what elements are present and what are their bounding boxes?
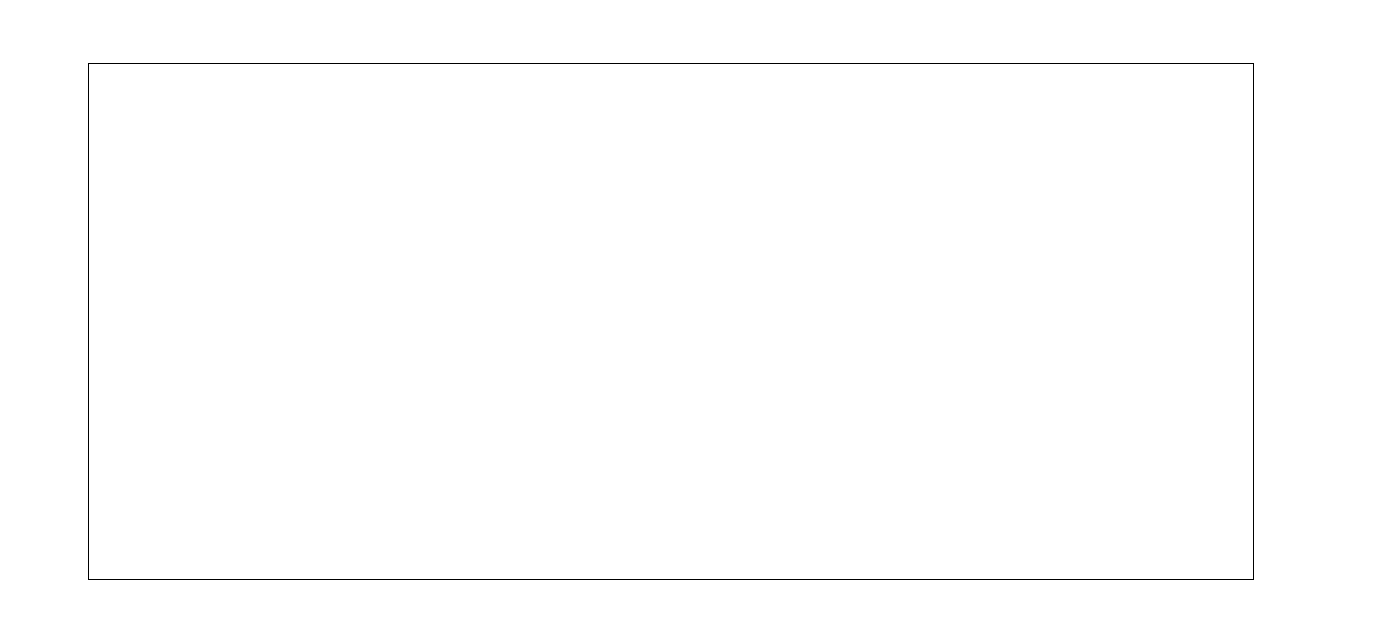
humidity-wind-map-canvas — [89, 64, 1253, 579]
colorbar — [1272, 86, 1378, 572]
map-plot-area — [88, 63, 1254, 580]
